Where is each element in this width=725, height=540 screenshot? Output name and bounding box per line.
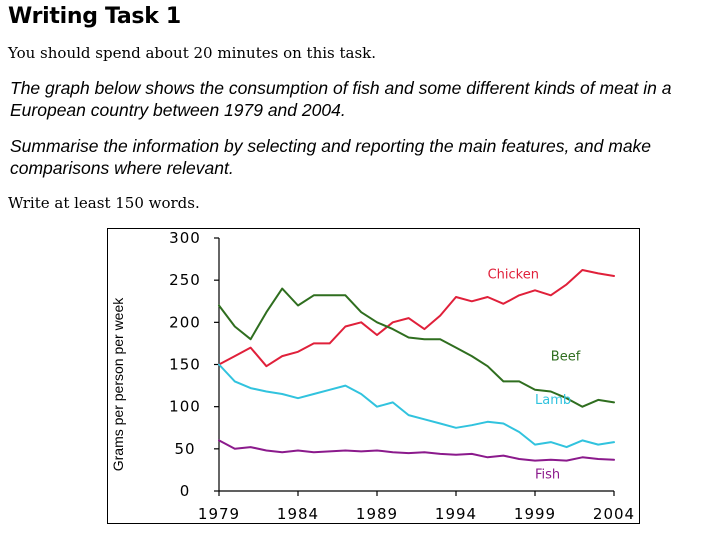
y-tick-label: 50 [174,440,195,458]
task-prompt-line: The graph below shows the consumption of… [10,78,672,98]
x-tick-label: 1979 [198,505,240,523]
word-count-instruction: Write at least 150 words. [8,194,200,212]
task-prompt: The graph below shows the consumption of… [10,77,715,121]
line-chart: Grams per person per week 300 250 200 150 100… [110,229,635,523]
series-label-fish: Fish [535,467,560,482]
series-line-fish [218,439,615,462]
y-tick-label: 0 [180,482,191,500]
chart-frame: Grams per person per week 300 250 200 150 100… [107,228,640,524]
series-line-beef [218,287,615,408]
y-axis-title: Grams per person per week [110,297,126,472]
summarise-instruction: Summarise the information by selecting a… [10,135,715,179]
y-tick-label: 150 [169,356,201,374]
summarise-line: comparisons where relevant. [10,158,234,178]
time-instruction: You should spend about 20 minutes on thi… [8,44,377,62]
task-title: Writing Task 1 [8,4,181,29]
series-label-lamb: Lamb [535,393,571,408]
x-tick-label: 1984 [277,505,319,523]
series-line-lamb [218,363,615,449]
y-tick-label: 200 [169,313,201,331]
x-tick-label: 1994 [435,505,477,523]
x-tick-label: 1989 [356,505,398,523]
series-label-chicken: Chicken [488,267,539,282]
x-tick-label: 1999 [514,505,556,523]
y-tick-label: 100 [169,398,201,416]
y-tick-label: 250 [169,271,201,289]
x-tick-label: 2004 [593,505,635,523]
task-prompt-line: European country between 1979 and 2004. [10,100,346,120]
series-line-chicken [218,269,615,368]
series-label-beef: Beef [551,349,581,364]
summarise-line: Summarise the information by selecting a… [10,136,652,156]
y-tick-label: 300 [169,229,201,247]
